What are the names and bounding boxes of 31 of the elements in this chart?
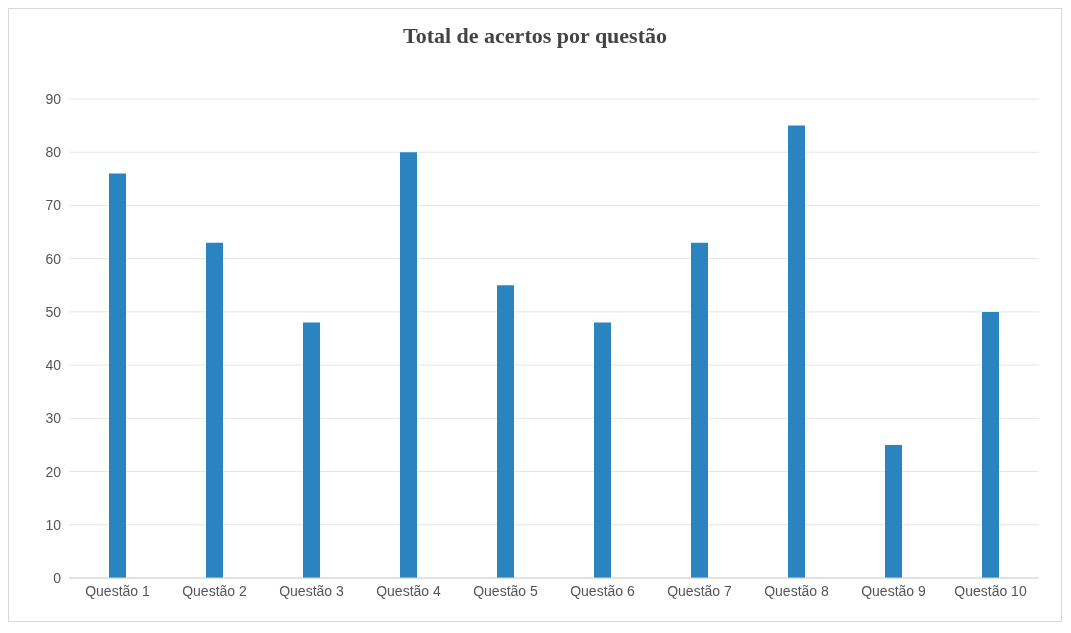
x-tick-label: Questão 10	[954, 582, 1027, 599]
bar	[109, 173, 126, 578]
x-tick-label: Questão 1	[85, 582, 151, 599]
x-tick-label: Questão 7	[667, 582, 733, 599]
y-tick-label: 40	[45, 357, 62, 374]
bar	[400, 152, 417, 578]
x-tick-label: Questão 2	[182, 582, 248, 599]
y-tick-label: 70	[45, 197, 62, 214]
x-tick-label: Questão 4	[376, 582, 442, 599]
y-tick-label: 10	[45, 516, 62, 533]
y-tick-label: 30	[45, 410, 62, 427]
bar	[982, 311, 999, 578]
bar	[691, 242, 708, 578]
x-tick-label: Questão 5	[473, 582, 539, 599]
bar	[497, 285, 514, 578]
bar	[788, 125, 805, 578]
y-tick-label: 20	[45, 463, 62, 480]
x-tick-label: Questão 3	[279, 582, 345, 599]
y-tick-label: 50	[45, 303, 62, 320]
y-tick-label: 90	[45, 90, 62, 107]
y-tick-label: 80	[45, 144, 62, 161]
bar	[594, 322, 611, 578]
x-tick-label: Questão 8	[764, 582, 830, 599]
bar	[885, 444, 902, 578]
chart-title: Total de acertos por questão	[402, 22, 668, 50]
y-tick-label: 0	[53, 569, 62, 586]
bar	[303, 322, 320, 578]
x-tick-label: Questão 6	[570, 582, 636, 599]
bar	[206, 242, 223, 578]
x-tick-label: Questão 9	[861, 582, 927, 599]
y-tick-label: 60	[45, 250, 62, 267]
